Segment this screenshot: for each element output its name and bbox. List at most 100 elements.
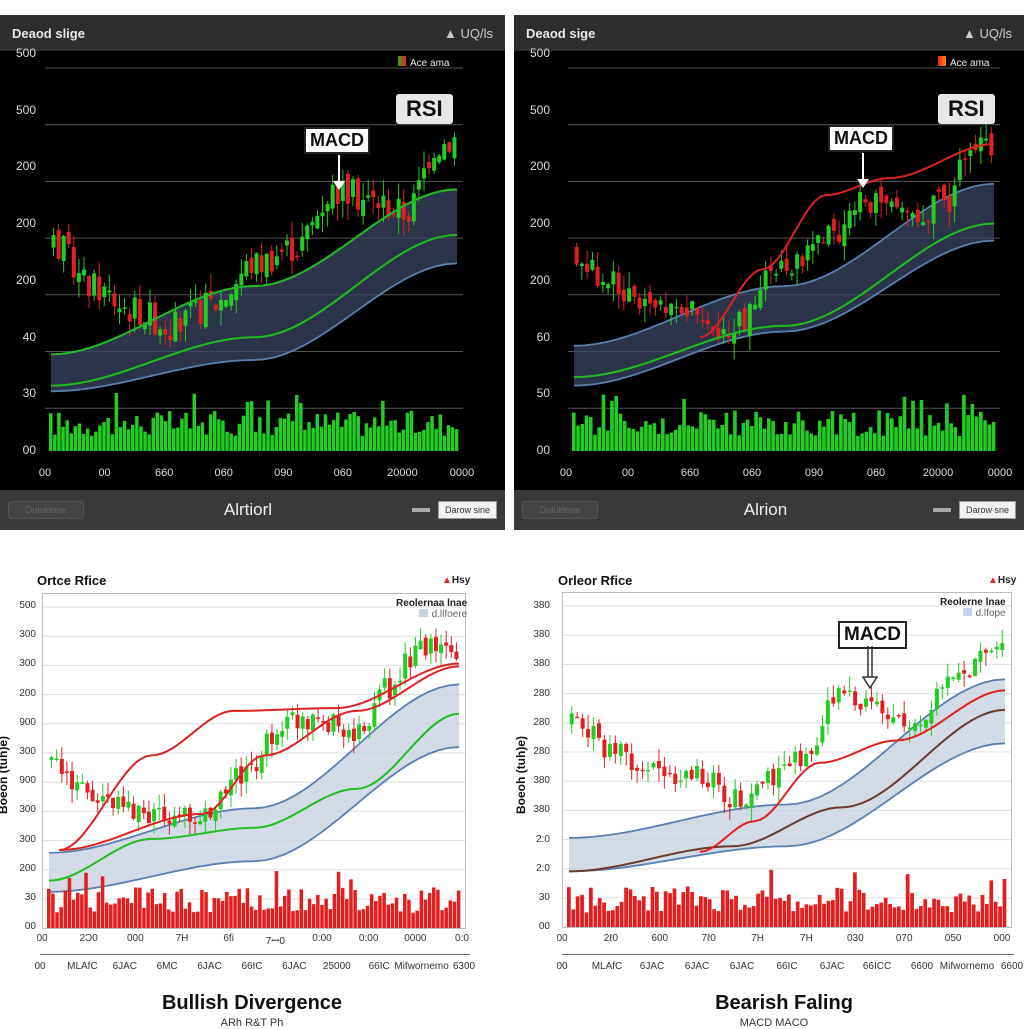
y-tick-label: 300 <box>19 629 36 641</box>
volume-bar <box>303 910 308 928</box>
candle <box>978 137 983 152</box>
legend-label: Ace ama <box>950 58 990 69</box>
volume-bar <box>278 906 283 928</box>
volume-bar <box>353 890 357 928</box>
secondary-x-tick-label: 66IC <box>368 961 390 972</box>
candle <box>989 650 994 653</box>
volume-bar <box>734 895 738 927</box>
x-tick-label: 20000 <box>922 467 954 479</box>
candle <box>300 716 305 729</box>
candle <box>726 335 731 338</box>
secondary-x-tick-label: MLAfC <box>67 961 98 972</box>
candle <box>437 155 442 163</box>
volume-bar <box>958 893 963 927</box>
footer-left-button[interactable]: Dululdone <box>522 501 598 519</box>
volume-bar <box>597 898 602 927</box>
volume-bar <box>184 412 188 451</box>
volume-bar <box>831 900 835 927</box>
panel-title: Deaod sige <box>526 25 596 41</box>
x-tick-label: 050 <box>944 933 962 944</box>
candle <box>244 766 249 782</box>
volume-bar <box>765 896 769 927</box>
volume-bar <box>624 887 628 927</box>
candle <box>310 714 315 731</box>
volume-bar <box>407 899 411 928</box>
candle <box>947 196 952 212</box>
candle <box>70 771 75 790</box>
footer-left-button[interactable]: Dululdone <box>8 501 84 519</box>
volume-bar <box>690 426 695 451</box>
volume-bar <box>448 900 453 928</box>
volume-bar <box>282 418 287 451</box>
volume-bar <box>290 421 295 451</box>
candle <box>951 677 956 680</box>
secondary-x-tick-label: 6300 <box>452 961 476 972</box>
candle <box>779 260 784 269</box>
candle <box>705 782 710 788</box>
volume-bar <box>114 393 119 451</box>
volume-bar <box>204 892 208 928</box>
volume-bar <box>661 418 665 451</box>
candle <box>929 710 934 724</box>
badge-label: Hsy <box>997 575 1017 586</box>
plot-frame <box>562 592 1012 928</box>
candle <box>858 703 863 710</box>
candle <box>85 783 90 793</box>
candle <box>765 770 770 783</box>
volume-bar <box>258 417 262 451</box>
volume-bar <box>266 400 270 451</box>
candle <box>423 637 428 656</box>
candle <box>264 253 269 277</box>
band-edge-upper <box>573 182 995 347</box>
badge-label: Hsy <box>451 575 471 586</box>
volume-bar <box>791 911 796 927</box>
header-menu[interactable]: ▲ UQ/ls <box>963 25 1012 41</box>
candle <box>219 300 224 311</box>
candle <box>264 733 269 755</box>
volume-bar <box>90 435 94 451</box>
volume-bar <box>648 424 652 451</box>
volume-bar <box>401 429 406 451</box>
candle <box>662 766 667 777</box>
volume-bar <box>967 895 972 927</box>
volume-bar <box>892 907 897 927</box>
volume-bar <box>618 413 623 451</box>
volume-bar <box>430 416 434 451</box>
volume-bar <box>597 427 602 451</box>
volume-bar <box>580 424 585 451</box>
candle <box>945 676 950 688</box>
minus-icon[interactable] <box>932 508 951 512</box>
candle <box>910 212 915 218</box>
candle <box>742 307 747 332</box>
volume-bar <box>668 893 672 927</box>
candle <box>653 299 658 308</box>
volume-bar <box>847 422 852 451</box>
candle <box>259 755 264 773</box>
volume-bar <box>750 426 754 451</box>
y-tick-label: 300 <box>19 804 36 816</box>
volume-bar <box>839 414 843 451</box>
footer-title: Alrion <box>743 500 788 519</box>
volume-bar <box>172 428 176 451</box>
candle <box>275 734 280 745</box>
arrow-down-icon <box>862 646 878 690</box>
volume-bar <box>881 435 886 451</box>
y-tick-label: 380 <box>533 775 550 787</box>
volume-bar <box>593 905 598 927</box>
footer-right-button[interactable]: Darow sine <box>437 501 497 519</box>
volume-bar <box>751 906 756 927</box>
volume-bar <box>418 431 422 451</box>
volume-bar <box>622 420 627 451</box>
minus-icon[interactable] <box>411 508 430 512</box>
volume-bar <box>703 897 708 927</box>
secondary-x-tick-label: 6JAC <box>197 961 222 972</box>
volume-bar <box>737 435 741 451</box>
candle <box>433 637 438 652</box>
header-menu[interactable]: ▲ UQ/ls <box>444 25 493 41</box>
volume-bar <box>919 906 923 927</box>
volume-bar <box>631 428 635 451</box>
arrow-down-icon <box>333 155 345 190</box>
volume-bar <box>386 904 390 928</box>
footer-right-button[interactable]: Darow sne <box>958 501 1016 519</box>
plot-frame <box>42 593 466 929</box>
